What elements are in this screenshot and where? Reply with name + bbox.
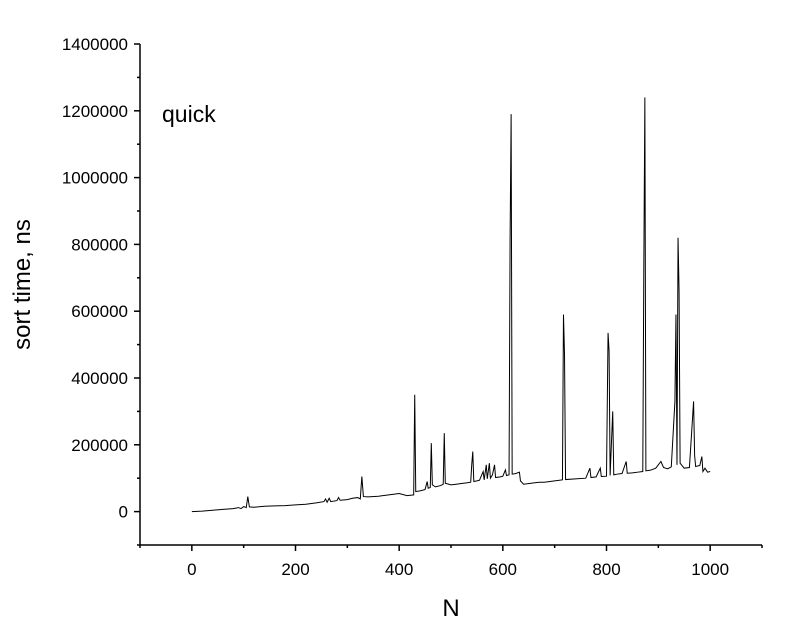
x-tick-label: 0 xyxy=(187,560,196,579)
x-tick-label: 200 xyxy=(281,560,309,579)
y-axis-title: sort time, ns xyxy=(9,219,36,350)
y-tick-label: 800000 xyxy=(71,235,128,254)
series-line xyxy=(191,97,711,513)
x-axis-title: N xyxy=(442,595,459,622)
y-tick-label: 600000 xyxy=(71,302,128,321)
y-tick-label: 200000 xyxy=(71,436,128,455)
x-tick-label: 400 xyxy=(385,560,413,579)
y-tick-label: 1400000 xyxy=(62,35,128,54)
x-tick-label: 1000 xyxy=(691,560,729,579)
x-tick-label: 600 xyxy=(489,560,517,579)
y-tick-label: 1200000 xyxy=(62,102,128,121)
y-tick-label: 400000 xyxy=(71,369,128,388)
axes xyxy=(139,44,762,546)
ticks: 0 200000 400000 600000 800000 1000000 1200000 1… xyxy=(62,35,763,579)
plot-area xyxy=(191,97,711,513)
chart-annotation: quick xyxy=(162,101,216,127)
x-tick-label: 800 xyxy=(592,560,620,579)
y-tick-label: 1000000 xyxy=(62,169,128,188)
y-tick-label: 0 xyxy=(119,503,128,522)
